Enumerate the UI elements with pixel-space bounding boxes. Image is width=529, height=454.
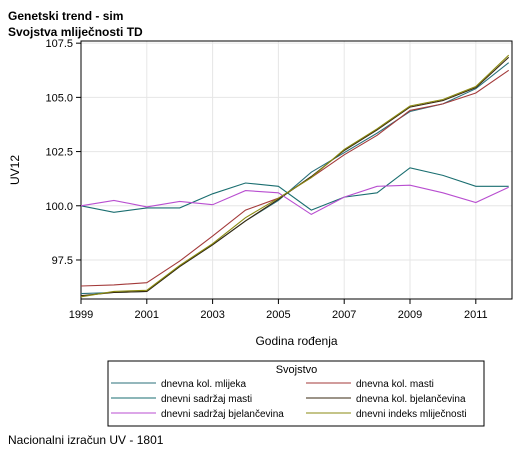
- legend-item-3: dnevni sadržaj masti: [161, 394, 252, 405]
- x-tick-label: 2007: [332, 309, 356, 321]
- x-tick-label: 2011: [464, 309, 488, 321]
- x-tick-label: 2001: [135, 309, 159, 321]
- x-tick-label: 2005: [266, 309, 290, 321]
- legend-item-5: dnevni sadržaj bjelančevina: [161, 409, 284, 420]
- series-line-3: [80, 167, 509, 213]
- y-tick-label: 105.0: [45, 92, 73, 104]
- chart-title-line1: Genetski trend - sim: [8, 9, 124, 23]
- x-tick-label: 1999: [69, 309, 93, 321]
- grid-lines: [80, 41, 512, 299]
- x-axis-label: Godina rođenja: [255, 334, 337, 348]
- y-axis-ticks: 97.5 100.0 102.5 105.0 107.5: [45, 38, 81, 267]
- legend-title: Svojstvo: [276, 364, 318, 376]
- legend-item-6: dnevni indeks mliječnosti: [356, 409, 467, 420]
- legend-box: [107, 360, 485, 427]
- y-axis-label: UV12: [8, 155, 22, 185]
- x-axis-ticks: 1999 2001 2003 2005 2007 2009 2011: [69, 299, 488, 321]
- legend-item-2: dnevna kol. masti: [356, 379, 434, 390]
- series-lines: [80, 54, 510, 298]
- legend: Svojstvo dnevna kol. mlijeka dnevna kol. …: [107, 360, 485, 427]
- footnote: Nacionalni izračun UV - 1801: [8, 433, 164, 447]
- y-tick-label: 102.5: [45, 147, 73, 159]
- y-tick-label: 97.5: [52, 255, 73, 267]
- chart-title-line2: Svojstva mliječnosti TD: [8, 25, 143, 39]
- legend-item-1: dnevna kol. mlijeka: [161, 379, 246, 390]
- series-line-5: [80, 184, 509, 216]
- series-line-6: [80, 54, 510, 298]
- x-tick-label: 2009: [398, 309, 422, 321]
- x-tick-label: 2003: [200, 309, 224, 321]
- legend-item-4: dnevna kol. bjelančevina: [356, 394, 466, 405]
- y-tick-label: 100.0: [45, 201, 73, 213]
- y-tick-label: 107.5: [45, 38, 73, 50]
- plot-area: [80, 40, 513, 300]
